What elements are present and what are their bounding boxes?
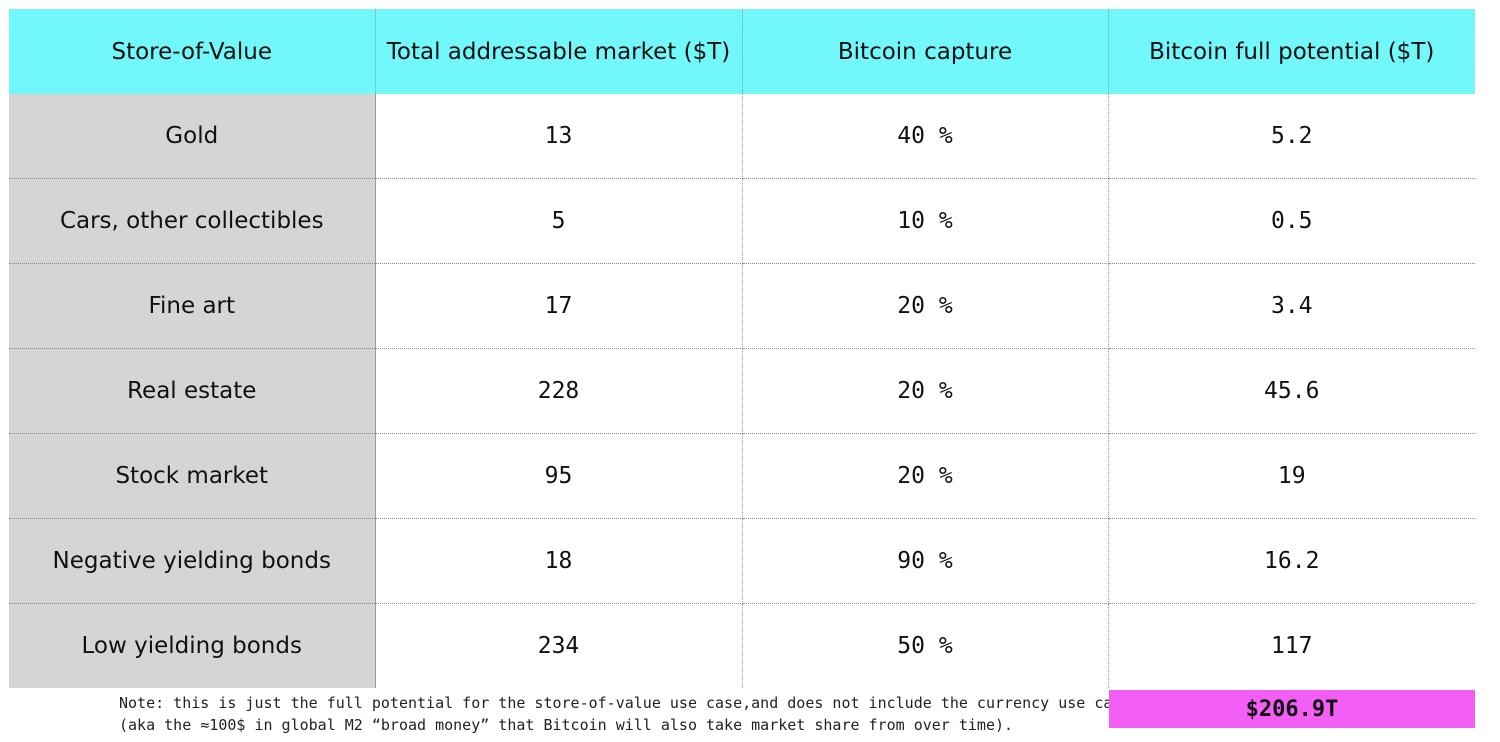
table-header: Store-of-Value Total addressable market … bbox=[9, 9, 1475, 94]
tam-cell: 228 bbox=[375, 348, 743, 434]
header-store-of-value: Store-of-Value bbox=[9, 9, 376, 94]
table-row: Real estate 228 20 % 45.6 bbox=[9, 348, 1475, 434]
table-row: Low yielding bonds 234 50 % 117 bbox=[9, 603, 1475, 688]
tam-cell: 13 bbox=[375, 94, 743, 179]
header-total-addressable-market: Total addressable market ($T) bbox=[375, 9, 743, 94]
table-row: Gold 13 40 % 5.2 bbox=[9, 94, 1475, 179]
table-row: Negative yielding bonds 18 90 % 16.2 bbox=[9, 518, 1475, 604]
potential-cell: 3.4 bbox=[1108, 263, 1475, 349]
potential-cell: 117 bbox=[1108, 603, 1475, 688]
tam-cell: 5 bbox=[375, 178, 743, 264]
category-cell: Low yielding bonds bbox=[9, 603, 376, 688]
table-row: Cars, other collectibles 5 10 % 0.5 bbox=[9, 178, 1475, 264]
capture-cell: 20 % bbox=[742, 433, 1109, 519]
capture-cell: 20 % bbox=[742, 263, 1109, 349]
category-cell: Cars, other collectibles bbox=[9, 178, 376, 264]
header-row: Store-of-Value Total addressable market … bbox=[9, 9, 1475, 94]
capture-cell: 90 % bbox=[742, 518, 1109, 604]
capture-cell: 50 % bbox=[742, 603, 1109, 688]
header-bitcoin-full-potential: Bitcoin full potential ($T) bbox=[1108, 9, 1475, 94]
table-body: Gold 13 40 % 5.2 Cars, other collectible… bbox=[9, 94, 1475, 688]
tam-cell: 234 bbox=[375, 603, 743, 688]
footnote: Note: this is just the full potential fo… bbox=[119, 692, 1131, 736]
tam-cell: 95 bbox=[375, 433, 743, 519]
potential-cell: 16.2 bbox=[1108, 518, 1475, 604]
footnote-line-1: Note: this is just the full potential fo… bbox=[119, 694, 1131, 712]
potential-cell: 19 bbox=[1108, 433, 1475, 519]
category-cell: Gold bbox=[9, 94, 376, 179]
potential-cell: 45.6 bbox=[1108, 348, 1475, 434]
category-cell: Stock market bbox=[9, 433, 376, 519]
category-cell: Fine art bbox=[9, 263, 376, 349]
potential-cell: 5.2 bbox=[1108, 94, 1475, 179]
capture-cell: 40 % bbox=[742, 94, 1109, 179]
tam-cell: 18 bbox=[375, 518, 743, 604]
tam-cell: 17 bbox=[375, 263, 743, 349]
footnote-line-2: (aka the ≈100$ in global M2 “broad money… bbox=[119, 716, 1014, 734]
valuation-table: Store-of-Value Total addressable market … bbox=[9, 9, 1475, 688]
header-bitcoin-capture: Bitcoin capture bbox=[742, 9, 1109, 94]
category-cell: Negative yielding bonds bbox=[9, 518, 376, 604]
total-potential-badge: $206.9T bbox=[1109, 690, 1475, 728]
potential-cell: 0.5 bbox=[1108, 178, 1475, 264]
capture-cell: 10 % bbox=[742, 178, 1109, 264]
table-row: Stock market 95 20 % 19 bbox=[9, 433, 1475, 519]
category-cell: Real estate bbox=[9, 348, 376, 434]
table-row: Fine art 17 20 % 3.4 bbox=[9, 263, 1475, 349]
capture-cell: 20 % bbox=[742, 348, 1109, 434]
